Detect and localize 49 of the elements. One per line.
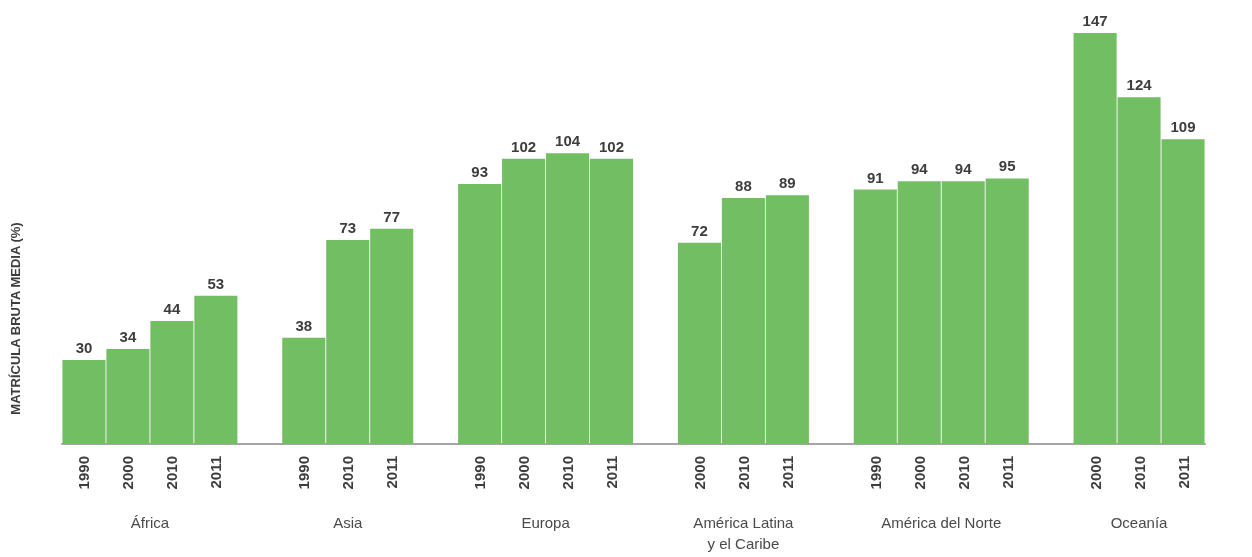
x-tick-label: 2011 <box>603 456 621 489</box>
y-axis-title: MATRÍCULA BRUTA MEDIA (%) <box>8 222 23 415</box>
data-label: 53 <box>207 274 225 292</box>
data-label: 30 <box>75 339 93 357</box>
x-tick-label: 2010 <box>339 456 357 490</box>
x-tick-label: 1990 <box>75 456 93 490</box>
x-tick-label: 1990 <box>295 456 313 490</box>
data-label: 38 <box>295 316 313 334</box>
data-label: 93 <box>471 162 488 180</box>
x-tick-label: 2000 <box>119 456 137 490</box>
data-label: 44 <box>163 299 181 317</box>
x-tick-label: 2000 <box>690 456 708 490</box>
text: América Latina y el Caribe <box>693 514 795 552</box>
data-label: 94 <box>954 160 973 178</box>
x-tick-label: 2011 <box>207 456 225 489</box>
x-tick-label: 2000 <box>910 456 928 490</box>
data-label: 73 <box>339 218 357 236</box>
x-tick-label: 1990 <box>866 456 884 490</box>
data-label: 89 <box>779 174 796 192</box>
data-label: 109 <box>1170 118 1196 136</box>
data-label: 91 <box>866 168 884 186</box>
x-tick-label: 2011 <box>383 456 401 489</box>
x-tick-label: 2010 <box>559 456 577 490</box>
x-tick-label: 2000 <box>1086 456 1104 490</box>
data-label: 77 <box>383 207 401 225</box>
x-tick-label: 2011 <box>1174 456 1192 489</box>
data-label: 95 <box>998 157 1016 175</box>
x-tick-label: 2010 <box>1130 456 1148 490</box>
x-tick-label: 2010 <box>163 456 181 490</box>
data-label: 102 <box>511 137 537 155</box>
data-label: 147 <box>1082 12 1108 29</box>
text: Europa <box>521 514 571 531</box>
data-label: 94 <box>910 160 929 178</box>
x-tick-label: 2010 <box>954 456 972 490</box>
text: África <box>130 514 170 531</box>
x-tick-label: 2011 <box>998 456 1016 489</box>
text: Oceanía <box>1110 514 1169 531</box>
text: Asia <box>333 514 363 531</box>
data-label: 34 <box>119 327 137 345</box>
text: América del Norte <box>881 514 1002 531</box>
data-label: 102 <box>599 137 625 155</box>
data-label: 124 <box>1126 76 1153 94</box>
x-tick-label: 2000 <box>515 456 533 490</box>
x-tick-label: 2011 <box>778 456 796 489</box>
data-label: 104 <box>555 132 581 150</box>
data-label: 72 <box>691 221 708 239</box>
x-tick-label: 1990 <box>471 456 489 490</box>
x-tick-label: 2010 <box>734 456 752 490</box>
data-label: 88 <box>735 176 752 194</box>
